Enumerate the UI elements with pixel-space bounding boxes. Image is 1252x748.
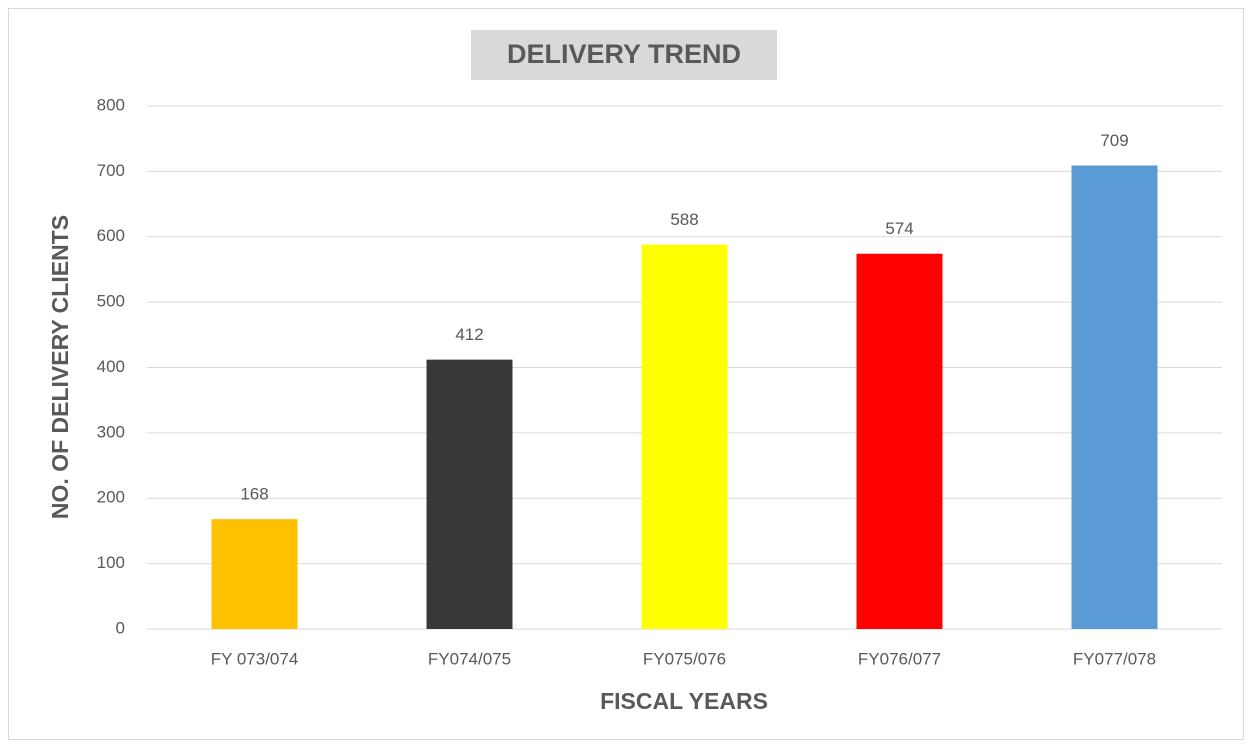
x-tick-label: FY074/075	[428, 649, 511, 668]
bar	[426, 359, 513, 629]
x-tick-label: FY 073/074	[211, 649, 299, 668]
y-tick-label: 100	[97, 553, 125, 572]
bar	[856, 253, 943, 629]
y-axis-label: NO. OF DELIVERY CLIENTS	[47, 215, 73, 519]
y-tick-label: 800	[97, 95, 125, 114]
data-label: 709	[1100, 131, 1128, 150]
data-label: 588	[670, 210, 698, 229]
title-box	[471, 30, 777, 80]
data-label: 412	[455, 325, 483, 344]
y-tick-label: 500	[97, 292, 125, 311]
bar	[1071, 165, 1158, 629]
y-tick-label: 600	[97, 226, 125, 245]
y-tick-label: 0	[116, 618, 125, 637]
x-axis-label: FISCAL YEARS	[600, 688, 768, 714]
x-tick-label: FY075/076	[643, 649, 726, 668]
data-label: 168	[240, 485, 268, 504]
y-tick-label: 300	[97, 422, 125, 441]
data-label: 574	[885, 219, 913, 238]
x-tick-label: FY076/077	[858, 649, 941, 668]
bar	[211, 519, 298, 629]
bar	[641, 244, 728, 629]
chart-border	[8, 8, 1244, 740]
y-tick-label: 700	[97, 161, 125, 180]
chart-title: DELIVERY TREND	[507, 39, 741, 69]
x-tick-label: FY077/078	[1073, 649, 1156, 668]
y-tick-label: 400	[97, 357, 125, 376]
y-tick-label: 200	[97, 488, 125, 507]
